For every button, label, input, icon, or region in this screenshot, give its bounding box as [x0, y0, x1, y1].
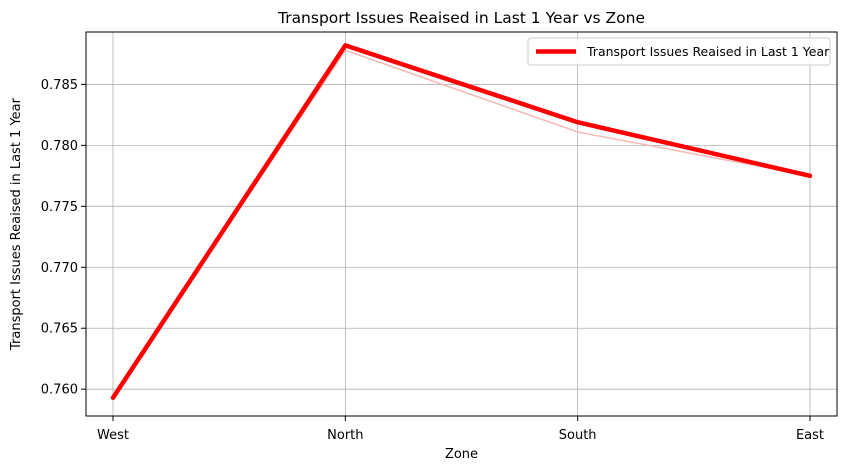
legend-box [527, 37, 831, 66]
chart-title: Transport Issues Reaised in Last 1 Year … [277, 9, 645, 27]
x-tick-label: West [97, 428, 129, 443]
y-tick-label: 0.780 [41, 139, 78, 154]
x-axis-title: Zone [445, 447, 478, 462]
y-tick-label: 0.775 [41, 200, 78, 215]
y-tick-label: 0.785 [41, 78, 78, 93]
y-axis-ticks: 0.760 0.765 0.770 0.775 0.780 0.785 [41, 78, 86, 398]
x-tick-label: South [559, 428, 597, 443]
x-tick-label: North [327, 428, 363, 443]
plot-area-frame [85, 31, 838, 417]
series-line-main [110, 43, 813, 400]
legend-label: Transport Issues Reaised in Last 1 Year [586, 44, 830, 59]
x-axis-ticks: West North South East [97, 416, 824, 443]
grid [86, 32, 837, 416]
y-tick-label: 0.770 [41, 261, 78, 276]
x-tick-label: East [796, 428, 824, 443]
series-lines [110, 43, 813, 400]
series-line-secondary [112, 49, 811, 399]
legend: Transport Issues Reaised in Last 1 Year [527, 37, 831, 66]
y-tick-label: 0.760 [41, 383, 78, 398]
y-tick-label: 0.765 [41, 322, 78, 337]
y-axis-title: Transport Issues Reaised in Last 1 Year [9, 97, 24, 351]
